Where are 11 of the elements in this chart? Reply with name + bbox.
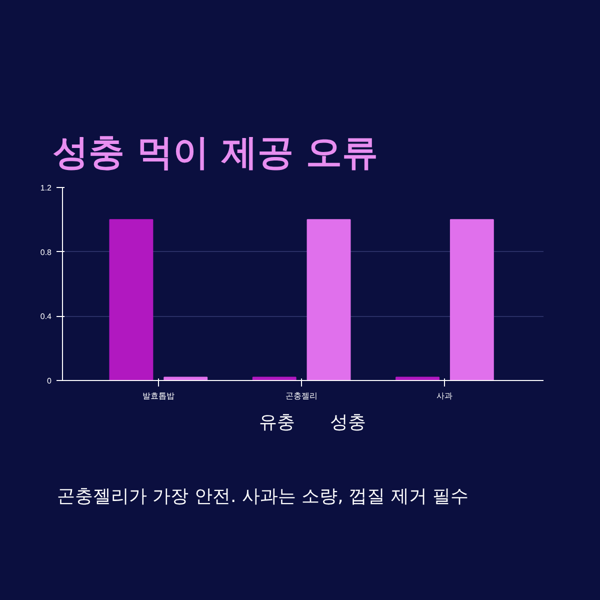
text: 곤충젤리가 가장 안전. 사과는 소량, 껍질 제거 필수	[57, 485, 468, 509]
y-tick-label: 1.2	[40, 184, 52, 192]
x-tick-label: 곤충젤리	[286, 392, 318, 400]
series-label: 유충	[259, 411, 295, 434]
series-label: 성충	[330, 411, 366, 434]
chart-title: 성충 먹이 제공 오류	[52, 132, 378, 174]
y-tick-label: 0	[47, 376, 52, 386]
y-tick-label: 0.8	[40, 248, 52, 257]
x-tick-label: 발효톱밥	[142, 392, 174, 400]
x-tick-label: 사과	[436, 392, 453, 400]
y-tick-label: 0.4	[40, 312, 52, 322]
